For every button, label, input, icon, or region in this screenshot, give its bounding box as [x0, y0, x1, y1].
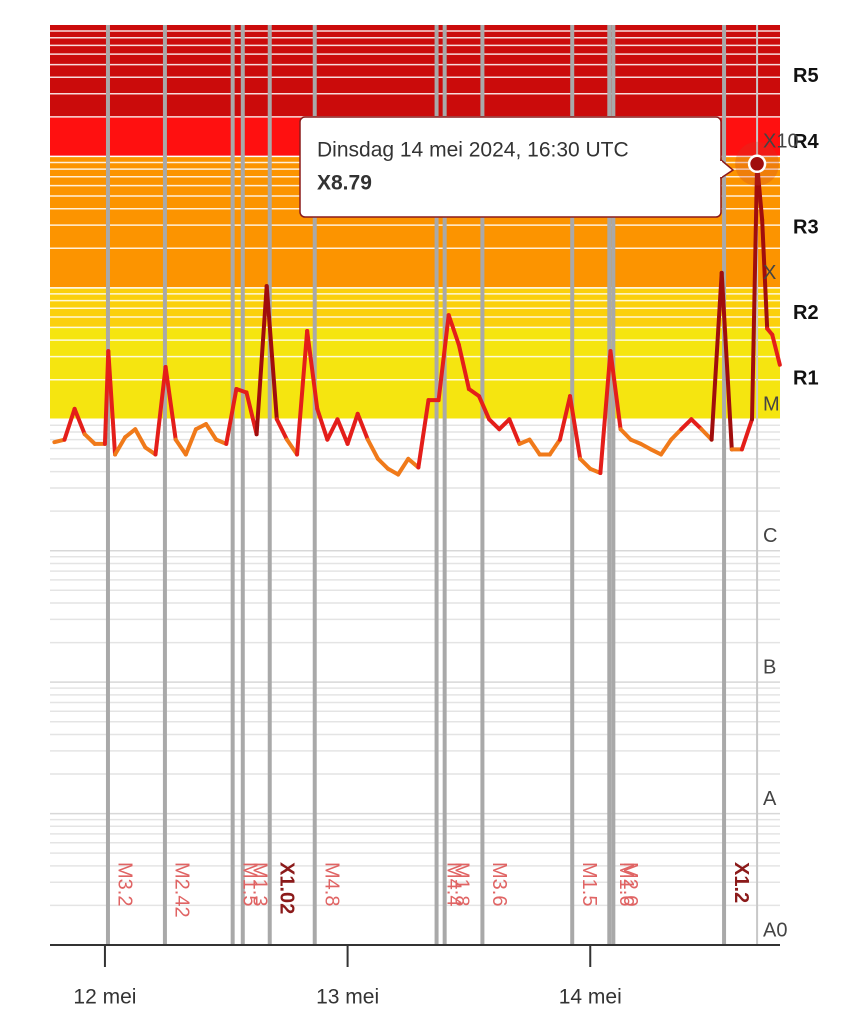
flux-segment [487, 417, 502, 432]
flare-label: X1.2 [730, 862, 752, 903]
flux-segment [82, 432, 97, 446]
flux-segment [659, 437, 674, 457]
flux-segment [547, 437, 562, 457]
flux-segment [106, 349, 118, 457]
band [50, 25, 780, 117]
flux-segment [305, 328, 320, 411]
flux-segment [315, 406, 330, 442]
flux-segment [755, 161, 765, 222]
flare-label: M1.8 [450, 862, 472, 906]
flux-segment [274, 417, 289, 442]
highlight-point [747, 154, 767, 174]
tooltip-title: Dinsdag 14 mei 2024, 16:30 UTC [317, 139, 629, 162]
flux-segment [375, 456, 391, 471]
flux-segment [618, 427, 633, 442]
tooltip-pointer-mask [718, 161, 722, 177]
flux-segment [598, 349, 613, 476]
y-tick-label: A [763, 788, 777, 810]
y-tick-label: B [763, 656, 776, 678]
flux-segment [719, 270, 734, 452]
flux-segment [669, 427, 684, 442]
r-scale-label: R5 [793, 65, 819, 87]
flare-label: M1.6 [615, 862, 637, 906]
flux-segment [355, 411, 370, 442]
flux-segment [396, 456, 411, 477]
flux-segment [456, 342, 471, 391]
flux-segment [224, 386, 239, 446]
flux-segment [770, 332, 782, 367]
flux-segment [709, 270, 724, 442]
flare-label: M1.5 [578, 862, 600, 906]
y-tick-label: M [763, 394, 780, 416]
x-tick-label: 14 mei [559, 986, 622, 1009]
flare-label: M1.5 [238, 862, 260, 906]
flux-segment [466, 386, 482, 399]
y-tick-label: X10 [763, 131, 799, 153]
r-scale-label: R3 [793, 216, 819, 238]
flux-segment [123, 427, 138, 440]
flux-segment [527, 437, 542, 457]
flare-label: M1.3 [248, 862, 270, 906]
flare-label: M4.4 [442, 862, 464, 906]
flux-segment [345, 411, 360, 446]
flux-segment [739, 417, 755, 452]
r-scale-label: R1 [793, 368, 819, 390]
flux-segment [204, 422, 219, 442]
flux-segment [173, 437, 188, 457]
flux-segment [477, 394, 492, 422]
flux-segment [568, 394, 583, 461]
x-tick-label: 12 mei [73, 986, 136, 1009]
flux-segment [578, 456, 593, 471]
x-tick-label: 13 mei [316, 986, 379, 1009]
flux-segment [679, 417, 694, 432]
r-scale-label: R2 [793, 302, 819, 324]
y-tick-label: X [763, 262, 776, 284]
flare-label: M2.0 [619, 862, 641, 906]
y-tick-label: A0 [763, 919, 787, 941]
flux-segment [446, 313, 461, 347]
flux-segment [244, 390, 259, 437]
tooltip-value: X8.79 [317, 172, 372, 195]
flux-segment [325, 417, 340, 442]
tooltip-box [299, 116, 722, 218]
flare-label: M2.42 [171, 862, 193, 918]
tooltip: Dinsdag 14 mei 2024, 16:30 UTC X8.79 [299, 116, 735, 218]
flux-segment [557, 394, 573, 442]
flux-segment [436, 313, 451, 403]
flare-label: M3.2 [114, 862, 136, 906]
flux-segment [254, 284, 269, 437]
flux-segment [183, 427, 198, 457]
flux-segment [163, 364, 178, 442]
flux-segment [497, 417, 512, 432]
flux-segment [113, 435, 128, 457]
flux-segment [295, 328, 310, 457]
flux-segment [689, 417, 704, 432]
flux-segment [264, 284, 279, 422]
y-tick-label: C [763, 525, 777, 547]
flux-segment [507, 417, 522, 446]
flux-segment [760, 217, 770, 331]
flux-segment [72, 406, 87, 437]
flux-segment [133, 427, 148, 450]
flux-segment [335, 417, 350, 446]
flare-label: M4.8 [320, 862, 342, 906]
r-scale-label: R4 [793, 131, 819, 153]
flux-segment [416, 398, 431, 470]
flux-segment [153, 364, 168, 457]
flux-segment [750, 161, 760, 422]
flux-segment [608, 349, 623, 432]
flux-segment [62, 406, 77, 442]
flux-segment [365, 437, 380, 461]
flare-label: X1.02 [275, 862, 297, 914]
flare-label: M3.6 [488, 862, 510, 906]
